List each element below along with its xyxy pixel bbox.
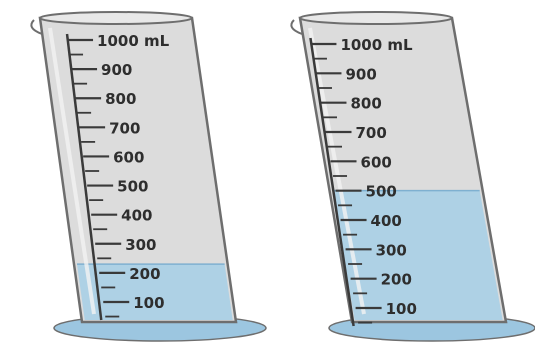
scale-label: 800 (350, 95, 381, 113)
scale-label: 800 (105, 90, 136, 108)
scale-label: 100 (386, 300, 417, 318)
scale-label: 400 (121, 207, 152, 225)
scale-label: 200 (381, 271, 412, 289)
scale-line (65, 33, 103, 321)
scale-label: 500 (117, 178, 148, 196)
cylinder-left: 1000 mL 900 800 700 600 500 400 300 200 100 (30, 11, 267, 342)
scale-label: 900 (345, 65, 376, 83)
scale-label: 1000 mL (340, 36, 413, 54)
scale-line (309, 37, 355, 327)
scale-label: 1000 mL (97, 32, 170, 50)
scale-label: 900 (101, 61, 132, 79)
scale-label: 600 (361, 153, 392, 171)
scale-label: 400 (371, 212, 402, 230)
scale-label: 100 (133, 294, 164, 312)
liquid (332, 190, 503, 320)
scale-label: 300 (125, 236, 156, 254)
liquid (77, 264, 233, 320)
scale-label: 300 (376, 241, 407, 259)
scale-label: 700 (109, 119, 140, 137)
scale-label: 500 (366, 183, 397, 201)
cylinder-rim (299, 11, 453, 25)
scale-label: 200 (129, 265, 160, 283)
cylinder-spout (290, 19, 303, 35)
scale-label: 600 (113, 148, 144, 166)
cylinder-spout (30, 19, 43, 35)
glass-highlight (48, 27, 96, 315)
cylinder-right: 1000 mL 900 800 700 600 500 400 300 200 100 (290, 11, 535, 342)
cylinder-rim (39, 11, 193, 25)
scale-label: 700 (356, 124, 387, 142)
glass-highlight (308, 27, 366, 315)
